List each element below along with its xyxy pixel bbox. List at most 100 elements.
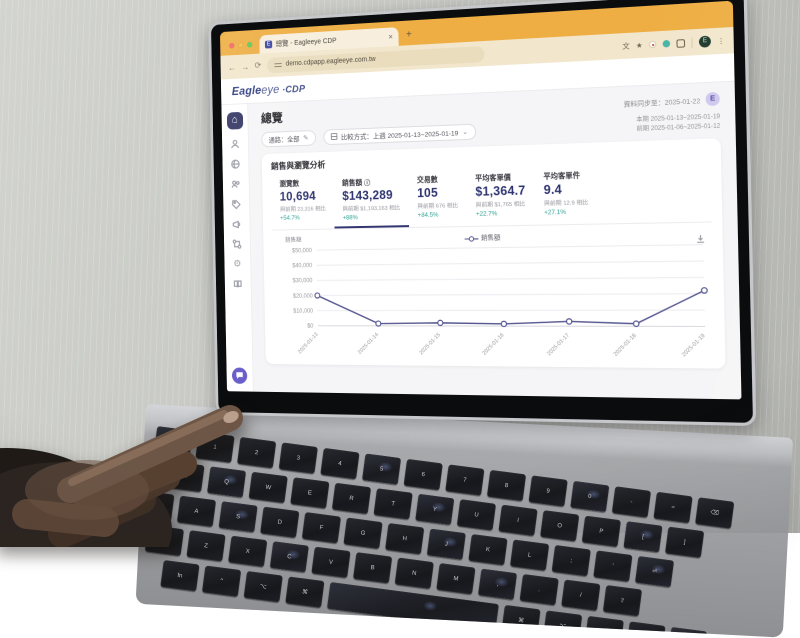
y-tick-label: $0: [307, 324, 313, 330]
maximize-window-icon[interactable]: [247, 42, 252, 48]
calendar-icon: [331, 133, 338, 140]
x-tick-label: 2025-01-19: [681, 333, 707, 359]
x-tick-label: 2025-01-17: [546, 333, 571, 358]
keyboard-key: 7: [445, 464, 484, 495]
extension-teal-icon[interactable]: [663, 40, 671, 48]
keyboard-key: =: [653, 492, 692, 523]
keyboard-key: R: [332, 483, 371, 514]
translate-icon[interactable]: 文: [622, 41, 630, 52]
metric-pageviews[interactable]: 瀏覽數 10,694 與前期 23,316 相比 +54.7%: [271, 175, 334, 230]
keyboard-key: P: [582, 516, 621, 547]
sidebar-item-audience[interactable]: [230, 178, 241, 190]
sidebar-item-automation[interactable]: [232, 238, 243, 250]
keyboard-key: ⌘: [285, 576, 324, 607]
browser-window: E 總覽 - Eagleeye CDP × + ← → ⟳ demo.cdpap…: [220, 1, 742, 400]
minimize-window-icon[interactable]: [238, 42, 243, 48]
keyboard-key: ⌃: [202, 565, 241, 596]
sidebar-item-settings[interactable]: ⚙: [232, 258, 243, 270]
keyboard-key: ⌘: [501, 605, 540, 636]
keyboard-key: ⌫: [695, 497, 734, 528]
metric-transactions[interactable]: 交易數 105 與前期 676 相比 +84.5%: [408, 171, 467, 227]
browser-menu-icon[interactable]: ⋮: [717, 36, 725, 45]
channel-filter[interactable]: 通路：全部 ✎: [261, 130, 316, 147]
keyboard-key: ⌥: [244, 571, 283, 602]
keyboard-key: 6: [404, 459, 443, 490]
sidebar-item-tags[interactable]: [231, 198, 242, 210]
tab-favicon: E: [265, 40, 272, 48]
user-hand: [0, 372, 322, 547]
sidebar-item-members[interactable]: [230, 138, 241, 150]
keyboard-key: ,: [478, 569, 517, 600]
keyboard-key: 5: [362, 453, 401, 484]
chart-plot: $50,000$40,000$30,000$20,000$10,000$0202…: [272, 236, 723, 362]
metric-sales[interactable]: 銷售額 ⓘ $143,289 與前期 $1,193,163 相比 +88%: [333, 173, 409, 229]
compare-filter[interactable]: 比較方式：上週 2025-01-13~2025-01-19 ⌄: [323, 123, 476, 145]
keyboard-key: V: [311, 547, 350, 578]
keyboard-key: 8: [487, 470, 526, 501]
close-window-icon[interactable]: [229, 43, 234, 49]
new-tab-button[interactable]: +: [406, 29, 412, 40]
x-tick-label: 2025-01-18: [613, 333, 638, 358]
extensions-puzzle-icon[interactable]: [676, 39, 685, 48]
toolbar-icons: 文 ★ E ⋮: [622, 35, 725, 52]
sidebar-item-analytics[interactable]: [230, 158, 241, 170]
extension-red-icon[interactable]: [649, 41, 657, 49]
keyboard-key: ▸: [668, 627, 707, 638]
keyboard-key: H: [385, 523, 424, 554]
keyboard-key: L: [510, 539, 549, 570]
metric-avg-order-value[interactable]: 平均客單價 $1,364.7 與前期 $1,765 相比 +22.7%: [466, 169, 535, 226]
x-tick-label: 2025-01-15: [419, 332, 442, 356]
window-controls[interactable]: [229, 42, 252, 49]
keyboard-key: ⇧: [603, 585, 642, 616]
x-tick-label: 2025-01-13: [297, 332, 319, 356]
reload-icon[interactable]: ⟳: [254, 60, 261, 71]
bookmark-star-icon[interactable]: ★: [636, 41, 643, 50]
laptop-screen: E 總覽 - Eagleeye CDP × + ← → ⟳ demo.cdpap…: [208, 0, 756, 426]
keyboard-key: I: [498, 505, 537, 536]
site-settings-icon[interactable]: [274, 61, 281, 69]
sidebar-item-guide[interactable]: [232, 278, 243, 290]
keyboard-key: U: [457, 499, 496, 530]
x-tick-label: 2025-01-16: [482, 333, 506, 358]
keyboard-key: 4: [320, 448, 359, 479]
metric-avg-items[interactable]: 平均客單件 9.4 與前期 12.9 相比 +27.1%: [534, 167, 598, 225]
keyboard-key: -: [612, 486, 651, 517]
keyboard-key: 9: [529, 475, 568, 506]
keyboard-key: fn: [160, 560, 199, 591]
chevron-down-icon: ⌄: [462, 128, 468, 136]
y-tick-label: $30,000: [293, 279, 313, 285]
keyboard-key: B: [353, 552, 392, 583]
period-summary: 本期 2025-01-13~2025-01-19 前期 2025-01-06~2…: [636, 113, 720, 134]
browser-profile-avatar[interactable]: E: [699, 36, 711, 48]
y-tick-label: $10,000: [293, 309, 313, 315]
edit-icon: ✎: [303, 134, 309, 142]
sidebar-item-campaign[interactable]: [231, 218, 242, 230]
keyboard-key: G: [343, 518, 382, 549]
keyboard-key: .: [520, 574, 559, 605]
tab-title: 總覽 - Eagleeye CDP: [276, 32, 385, 48]
keyboard-key: O: [540, 510, 579, 541]
keyboard-key: /: [561, 579, 600, 610]
keyboard-key: ▴: [626, 621, 665, 637]
keyboard-key: ◂: [585, 616, 624, 638]
user-avatar[interactable]: E: [705, 92, 719, 106]
eagleeye-logo: Eagleeye ·CDP: [232, 81, 306, 98]
sidebar-item-overview[interactable]: ⌂: [226, 112, 242, 130]
sync-note: 資料同步至：2025-01-22: [623, 94, 700, 108]
keyboard-key: K: [468, 534, 507, 565]
keyboard-key: ]: [665, 527, 704, 558]
tab-close-icon[interactable]: ×: [388, 32, 393, 41]
back-icon[interactable]: ←: [228, 62, 236, 72]
sales-analysis-card: 銷售與瀏覽分析 瀏覽數 10,694 與前期 23,316 相比 +54.7% …: [262, 139, 726, 369]
keyboard-key: ⏎: [635, 556, 674, 587]
metric-tabs: 瀏覽數 10,694 與前期 23,316 相比 +54.7% 銷售額 ⓘ $1…: [271, 164, 711, 231]
x-tick-label: 2025-01-14: [357, 332, 380, 356]
forward-icon[interactable]: →: [241, 61, 249, 71]
keyboard-key: ⌥: [543, 610, 582, 637]
y-tick-label: $40,000: [292, 264, 312, 270]
keyboard-key: T: [374, 488, 413, 519]
sync-status: 資料同步至：2025-01-22 E: [623, 92, 719, 110]
keyboard-key: [: [623, 521, 662, 552]
keyboard-key: N: [395, 558, 434, 589]
page-title: 總覽: [261, 109, 283, 126]
